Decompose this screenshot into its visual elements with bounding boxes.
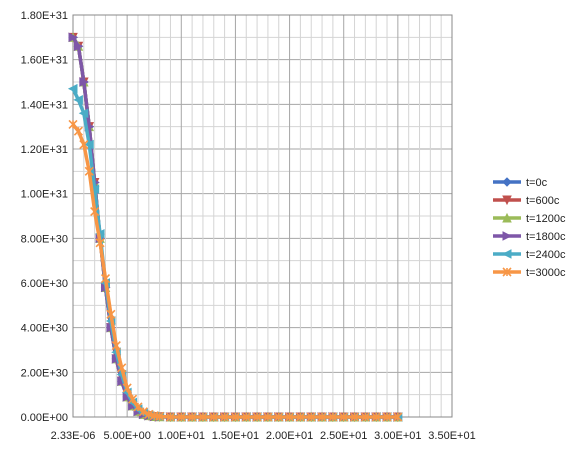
data-point (68, 119, 78, 129)
y-tick-label: 1.60E+31 (21, 55, 68, 67)
data-point (252, 412, 262, 422)
series-t=3000c (68, 119, 403, 422)
data-point (263, 412, 273, 422)
data-point (285, 412, 295, 422)
legend-marker (502, 231, 513, 241)
data-point (138, 407, 148, 417)
data-point (220, 412, 230, 422)
y-tick-label: 1.00E+31 (21, 189, 68, 201)
legend-item: t=0c (493, 177, 548, 189)
data-point (122, 383, 132, 393)
legend-item: t=600c (493, 195, 560, 207)
data-point (274, 412, 284, 422)
legend-marker (502, 212, 512, 223)
y-tick-label: 8.00E+30 (21, 233, 68, 245)
data-point (144, 409, 154, 419)
legend-label: t=2400c (526, 249, 566, 261)
legend-marker (501, 249, 512, 259)
data-point (371, 412, 381, 422)
x-tick-label: 2.00E+01 (266, 430, 313, 442)
legend-marker (502, 195, 512, 206)
data-point (198, 412, 208, 422)
legend-label: t=3000c (526, 267, 566, 279)
y-tick-label: 6.00E+30 (21, 278, 68, 290)
data-point (78, 108, 89, 119)
grid-lines (72, 14, 453, 418)
legend-item: t=2400c (493, 249, 566, 261)
data-point (73, 41, 84, 52)
x-tick-label: 1.00E+01 (158, 430, 205, 442)
data-point (127, 394, 138, 404)
data-point (306, 412, 316, 422)
legend-label: t=1200c (526, 213, 566, 225)
data-point (187, 412, 197, 422)
series-layer (67, 32, 403, 423)
data-point (68, 32, 79, 43)
data-point (90, 206, 100, 217)
data-point (79, 139, 89, 150)
data-point (84, 166, 94, 176)
data-point (241, 412, 251, 422)
data-point (100, 273, 111, 284)
x-tick-label: 3.00E+01 (374, 430, 421, 442)
x-tick-label: 5.00E+00 (103, 430, 150, 442)
legend-item: t=1200c (493, 212, 566, 225)
legend-item: t=1800c (493, 231, 566, 243)
data-point (176, 412, 186, 422)
y-axis-tick-labels: 0.00E+00 2.00E+30 4.00E+30 6.00E+30 8.00E+30… (21, 10, 68, 424)
data-point (155, 411, 165, 421)
data-point (165, 412, 176, 422)
data-point (73, 95, 83, 105)
data-point (73, 126, 83, 136)
data-point (67, 83, 78, 94)
x-tick-label: 1.50E+01 (212, 430, 259, 442)
data-point (317, 412, 327, 422)
data-point (382, 412, 392, 422)
x-axis-tick-labels: 2.33E-06 5.00E+00 1.00E+01 1.50E+01 2.00E+01… (51, 430, 476, 442)
data-point (295, 412, 305, 422)
legend-label: t=1800c (526, 231, 566, 243)
y-tick-label: 1.80E+31 (21, 10, 68, 22)
data-point (349, 412, 360, 422)
data-point (209, 412, 219, 422)
x-tick-label: 3.50E+01 (428, 430, 475, 442)
data-point (328, 412, 338, 422)
data-point (84, 139, 94, 150)
legend-marker (502, 177, 512, 187)
legend-item: t=3000c (493, 267, 566, 279)
legend-label: t=600c (526, 195, 560, 207)
data-point (106, 309, 116, 319)
data-point (117, 363, 127, 373)
x-tick-label: 2.50E+01 (320, 430, 367, 442)
legend-marker (502, 267, 512, 277)
data-point (111, 340, 121, 351)
y-tick-label: 1.40E+31 (21, 99, 68, 111)
y-tick-label: 4.00E+30 (21, 323, 68, 335)
y-tick-label: 2.00E+30 (21, 367, 68, 379)
data-point (95, 238, 105, 248)
data-point (79, 77, 89, 87)
data-point (339, 412, 349, 422)
data-point (230, 412, 240, 422)
y-tick-label: 0.00E+00 (21, 412, 68, 424)
legend: t=0c t=600c t=1200c t=1800c t=2400c t=3000c (493, 177, 566, 279)
y-tick-label: 1.20E+31 (21, 144, 68, 156)
data-point (393, 412, 403, 422)
data-point (89, 184, 100, 195)
data-point (360, 412, 370, 422)
x-tick-label: 2.33E-06 (51, 430, 96, 442)
legend-label: t=0c (526, 177, 548, 189)
